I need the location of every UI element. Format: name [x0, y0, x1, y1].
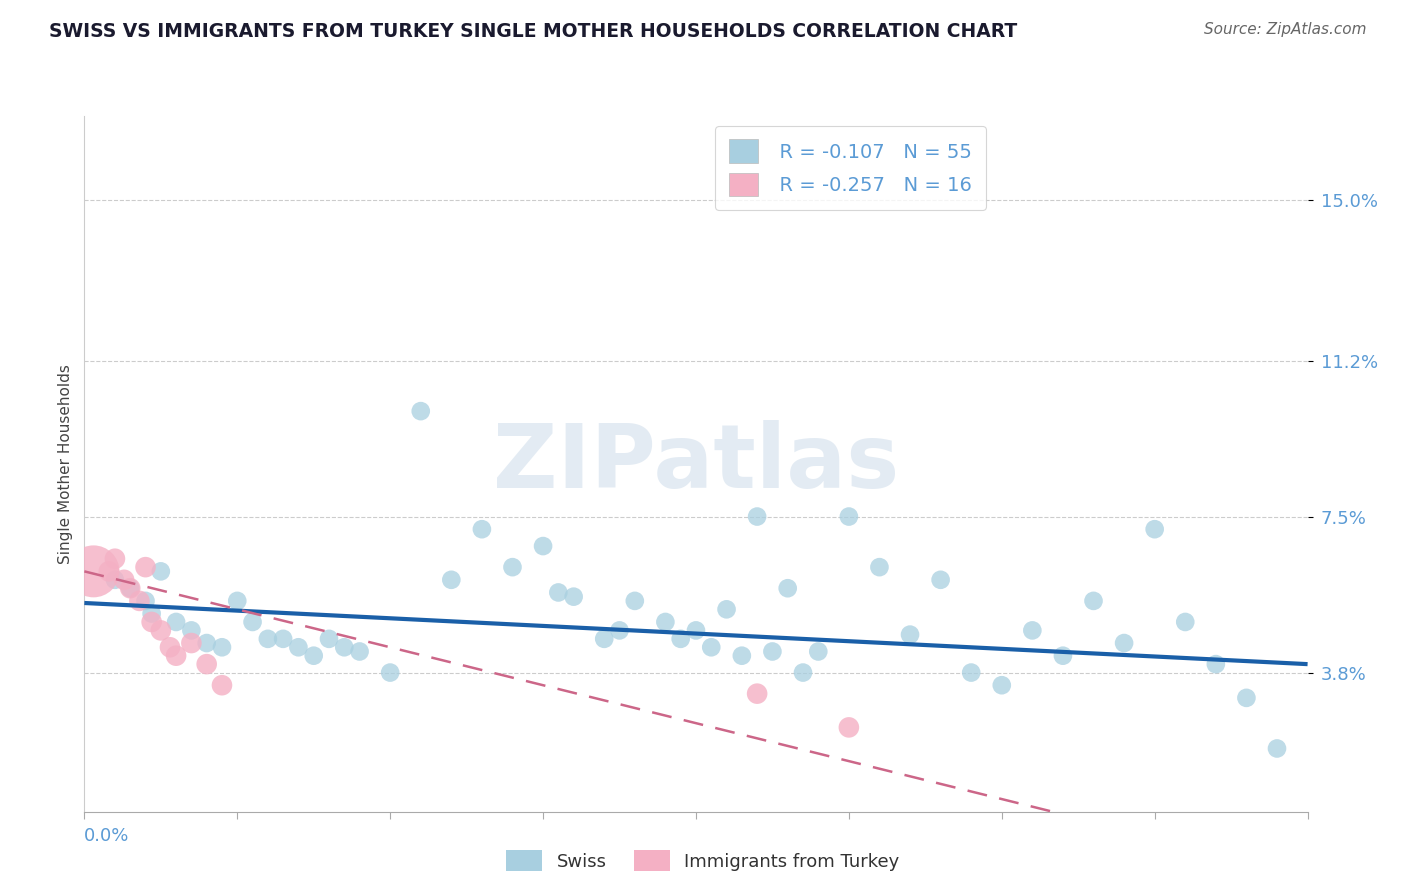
Point [97, 565, 120, 579]
Point [669, 632, 692, 646]
Point [257, 632, 280, 646]
Point [120, 581, 142, 595]
Point [195, 657, 218, 672]
Point [960, 665, 983, 680]
Point [838, 509, 860, 524]
Point [165, 615, 187, 629]
Point [747, 687, 769, 701]
Point [83, 565, 105, 579]
Point [1234, 690, 1257, 705]
Point [287, 640, 309, 655]
Point [135, 594, 157, 608]
Text: 0.0%: 0.0% [84, 827, 129, 845]
Point [128, 594, 150, 608]
Point [609, 624, 631, 638]
Point [547, 585, 569, 599]
Point [624, 594, 647, 608]
Point [333, 640, 356, 655]
Point [195, 636, 218, 650]
Point [1114, 636, 1136, 650]
Point [271, 632, 294, 646]
Point [211, 640, 233, 655]
Point [1083, 594, 1105, 608]
Point [700, 640, 723, 655]
Point [1265, 741, 1288, 756]
Point [898, 627, 921, 641]
Point [141, 607, 163, 621]
Point [562, 590, 585, 604]
Point [141, 615, 163, 629]
Point [104, 551, 127, 566]
Text: SWISS VS IMMIGRANTS FROM TURKEY SINGLE MOTHER HOUSEHOLDS CORRELATION CHART: SWISS VS IMMIGRANTS FROM TURKEY SINGLE M… [49, 22, 1018, 41]
Legend:   R = -0.107   N = 55,   R = -0.257   N = 16: R = -0.107 N = 55, R = -0.257 N = 16 [714, 126, 986, 211]
Point [180, 624, 202, 638]
Point [792, 665, 814, 680]
Point [869, 560, 891, 574]
Point [149, 565, 172, 579]
Point [242, 615, 264, 629]
Point [409, 404, 432, 418]
Point [685, 624, 707, 638]
Point [211, 678, 233, 692]
Point [991, 678, 1014, 692]
Point [531, 539, 554, 553]
Point [180, 636, 202, 650]
Y-axis label: Single Mother Households: Single Mother Households [58, 364, 73, 564]
Point [440, 573, 463, 587]
Point [838, 720, 860, 734]
Point [104, 573, 127, 587]
Point [349, 644, 371, 658]
Point [120, 581, 142, 595]
Point [380, 665, 402, 680]
Point [302, 648, 325, 663]
Point [1052, 648, 1074, 663]
Text: Source: ZipAtlas.com: Source: ZipAtlas.com [1204, 22, 1367, 37]
Legend: Swiss, Immigrants from Turkey: Swiss, Immigrants from Turkey [499, 843, 907, 879]
Point [929, 573, 952, 587]
Point [1143, 522, 1166, 536]
Point [159, 640, 181, 655]
Point [471, 522, 494, 536]
Point [776, 581, 799, 595]
Point [1174, 615, 1197, 629]
Point [318, 632, 340, 646]
Point [112, 573, 135, 587]
Point [593, 632, 616, 646]
Point [1205, 657, 1227, 672]
Point [1021, 624, 1043, 638]
Point [761, 644, 783, 658]
Point [654, 615, 676, 629]
Point [135, 560, 157, 574]
Text: ZIPatlas: ZIPatlas [494, 420, 898, 508]
Point [807, 644, 830, 658]
Point [226, 594, 249, 608]
Point [731, 648, 754, 663]
Point [149, 624, 172, 638]
Point [165, 648, 187, 663]
Point [502, 560, 524, 574]
Point [716, 602, 738, 616]
Point [747, 509, 769, 524]
